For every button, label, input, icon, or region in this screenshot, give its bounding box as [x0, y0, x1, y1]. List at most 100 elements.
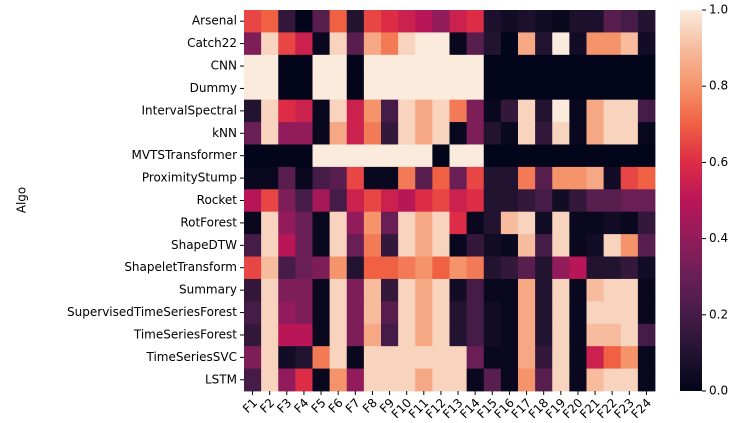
heatmap-cell — [552, 10, 570, 33]
heatmap-cell — [518, 32, 536, 56]
heatmap-cell — [552, 301, 570, 325]
heatmap-cell — [346, 189, 365, 213]
heatmap-cell — [466, 301, 485, 325]
heatmap-cell — [432, 99, 450, 123]
heatmap-cell — [329, 166, 348, 190]
heatmap-cell — [415, 32, 433, 56]
heatmap-cell — [346, 301, 365, 325]
y-tick-label: Dummy — [190, 81, 237, 95]
heatmap-cell — [432, 122, 450, 145]
heatmap-cell — [552, 234, 570, 257]
heatmap-cell — [278, 278, 296, 302]
heatmap-cell — [329, 256, 348, 280]
heatmap-cell — [278, 301, 296, 325]
heatmap-cell — [363, 189, 382, 213]
heatmap-cell — [603, 211, 622, 235]
y-tick-label: Arsenal — [192, 14, 237, 28]
heatmap-cell — [500, 99, 519, 123]
heatmap-cell — [500, 234, 519, 257]
heatmap-cell — [483, 122, 502, 145]
heatmap-cell — [586, 301, 605, 325]
heatmap-cell — [244, 99, 262, 123]
heatmap-cell — [518, 323, 536, 347]
heatmap-cell — [620, 189, 639, 213]
heatmap-cell — [346, 77, 365, 101]
heatmap-cell — [363, 323, 382, 347]
heatmap-cell — [603, 32, 622, 56]
heatmap-cell — [415, 77, 433, 101]
heatmap-cell — [535, 144, 553, 168]
heatmap-cell — [312, 211, 331, 235]
heatmap-cell — [312, 301, 331, 325]
heatmap-cell — [278, 122, 296, 145]
heatmap-cell — [278, 368, 296, 392]
heatmap-cell — [637, 301, 656, 325]
colorbar-tick-label: 0.0 — [709, 384, 728, 398]
heatmap-cell — [569, 77, 587, 101]
heatmap-cell — [261, 368, 279, 392]
colorbar-tick-label: 0.2 — [709, 307, 728, 321]
heatmap-cell — [329, 144, 348, 168]
y-tick-label: IntervalSpectral — [142, 103, 238, 117]
heatmap-cell — [261, 77, 279, 101]
heatmap-cell — [586, 278, 605, 302]
heatmap-cell — [363, 122, 382, 145]
heatmap-cell — [500, 144, 519, 168]
heatmap-cell — [415, 166, 433, 190]
heatmap-cell — [346, 32, 365, 56]
heatmap-cell — [278, 346, 296, 369]
heatmap-cell — [603, 323, 622, 347]
heatmap-cell — [432, 368, 450, 392]
heatmap-cell — [449, 301, 468, 325]
heatmap-cell — [449, 54, 468, 78]
heatmap-cell — [449, 122, 468, 145]
heatmap-cell — [586, 122, 605, 145]
heatmap-cell — [312, 256, 331, 280]
heatmap-cell — [295, 166, 313, 190]
x-tick-label: F24 — [628, 396, 654, 422]
heatmap-cell — [363, 234, 382, 257]
y-tick-label: LSTM — [205, 372, 237, 386]
heatmap-cell — [569, 278, 587, 302]
heatmap-cell — [398, 32, 416, 56]
heatmap-cell — [603, 234, 622, 257]
heatmap-cell — [278, 54, 296, 78]
heatmap-cell — [637, 166, 656, 190]
y-tick-label: Rocket — [197, 193, 238, 207]
heatmap-cell — [466, 122, 485, 145]
heatmap-cell — [500, 77, 519, 101]
heatmap-cell — [449, 10, 468, 33]
heatmap-cell — [500, 32, 519, 56]
heatmap-cell — [620, 234, 639, 257]
heatmap-cell — [432, 234, 450, 257]
heatmap-cell — [329, 32, 348, 56]
heatmap-cell — [466, 323, 485, 347]
heatmap-cell — [500, 301, 519, 325]
heatmap-cell — [363, 278, 382, 302]
heatmap-cell — [346, 122, 365, 145]
heatmap-cell — [346, 54, 365, 78]
heatmap-cell — [483, 368, 502, 392]
heatmap-cell — [312, 144, 331, 168]
heatmap-cell — [312, 346, 331, 369]
heatmap-cell — [244, 211, 262, 235]
heatmap-cell — [381, 211, 399, 235]
heatmap-cell — [586, 323, 605, 347]
heatmap-cell — [569, 10, 587, 33]
heatmap-cell — [244, 189, 262, 213]
heatmap-cell — [637, 54, 656, 78]
heatmap-cell — [637, 368, 656, 392]
heatmap-cell — [535, 211, 553, 235]
heatmap-cell — [620, 99, 639, 123]
heatmap-cell — [586, 166, 605, 190]
heatmap-cell — [466, 346, 485, 369]
heatmap-cell — [415, 256, 433, 280]
heatmap-cell — [261, 234, 279, 257]
heatmap-cell — [398, 144, 416, 168]
heatmap-cell — [483, 32, 502, 56]
colorbar-tick-label: 0.8 — [709, 79, 728, 93]
heatmap-cell — [398, 301, 416, 325]
heatmap-cell — [398, 122, 416, 145]
heatmap-cell — [295, 256, 313, 280]
y-tick-label: SupervisedTimeSeriesForest — [67, 305, 237, 319]
